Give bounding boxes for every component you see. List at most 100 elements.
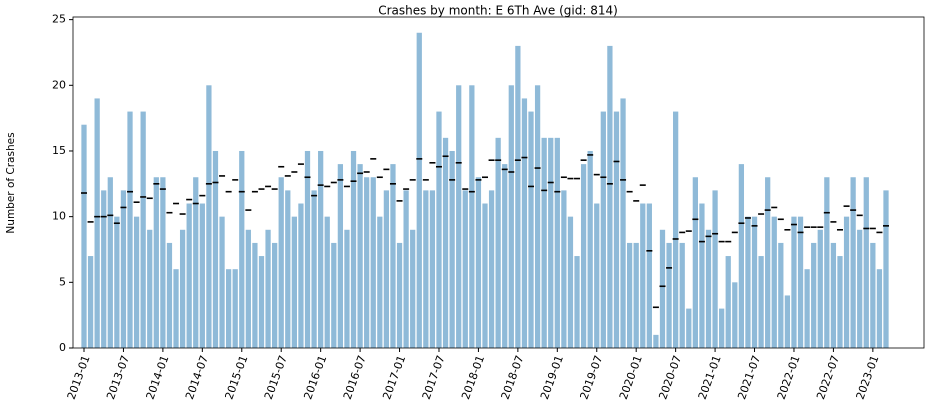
- bar: [765, 177, 771, 348]
- bar: [587, 150, 593, 348]
- bar: [396, 242, 403, 348]
- bar: [364, 177, 370, 348]
- bar: [719, 308, 725, 348]
- bar: [699, 203, 705, 348]
- bar: [791, 216, 797, 348]
- bar: [580, 164, 587, 348]
- chart-title: Crashes by month: E 6Th Ave (gid: 814): [378, 4, 618, 18]
- bar: [745, 216, 751, 348]
- bar: [830, 242, 837, 348]
- bar: [640, 203, 646, 348]
- bar: [488, 190, 495, 348]
- bar: [462, 190, 468, 348]
- bar: [548, 137, 554, 348]
- bar: [357, 164, 363, 348]
- bar: [94, 98, 100, 348]
- bar: [173, 269, 179, 348]
- bar: [239, 150, 245, 348]
- bar: [607, 45, 613, 349]
- y-tick-label: 25: [52, 13, 66, 26]
- bar: [613, 111, 620, 348]
- bar: [843, 216, 850, 348]
- bar: [337, 164, 344, 348]
- bar: [114, 216, 120, 348]
- bar: [469, 85, 475, 349]
- bar: [521, 98, 528, 348]
- bar: [626, 242, 633, 348]
- bar: [140, 111, 146, 348]
- y-axis-label: Number of Crashes: [5, 132, 17, 233]
- bar: [633, 242, 639, 348]
- bar: [758, 256, 764, 348]
- bar: [81, 124, 87, 348]
- bar: [324, 216, 330, 348]
- bar: [442, 137, 449, 348]
- bar: [219, 216, 225, 348]
- bar: [705, 229, 712, 348]
- bar: [837, 256, 843, 348]
- bar: [232, 269, 238, 348]
- y-tick-label: 20: [52, 78, 66, 91]
- bar: [771, 216, 777, 348]
- bar: [166, 242, 173, 348]
- bar: [127, 111, 133, 348]
- bar: [863, 177, 869, 348]
- bar: [738, 164, 745, 348]
- bar: [436, 111, 442, 348]
- bar: [515, 45, 521, 349]
- bar: [298, 203, 304, 348]
- bar: [482, 203, 488, 348]
- bar: [377, 216, 383, 348]
- bar: [403, 190, 409, 348]
- bar: [147, 229, 153, 348]
- y-tick-label: 10: [52, 210, 66, 223]
- bar: [475, 177, 482, 348]
- bar: [449, 150, 455, 348]
- bar: [344, 229, 350, 348]
- bar: [554, 137, 560, 348]
- bar: [534, 85, 541, 349]
- bar: [225, 269, 232, 348]
- bar: [495, 137, 501, 348]
- bar: [804, 269, 810, 348]
- bar: [620, 98, 626, 348]
- bar: [541, 137, 547, 348]
- bar: [784, 295, 791, 348]
- bar: [811, 242, 817, 348]
- bar: [278, 177, 284, 348]
- bar: [193, 177, 199, 348]
- bar: [252, 242, 258, 348]
- bar: [206, 85, 212, 349]
- bar: [778, 242, 784, 348]
- bar: [594, 203, 600, 348]
- bar: [508, 85, 514, 349]
- y-tick-label: 15: [52, 144, 66, 157]
- bar: [423, 190, 429, 348]
- bar: [732, 282, 738, 348]
- bar: [659, 229, 666, 348]
- bar: [857, 229, 863, 348]
- bar: [133, 216, 140, 348]
- bar: [245, 229, 251, 348]
- bar: [331, 242, 337, 348]
- bar: [285, 190, 291, 348]
- bar: [456, 85, 462, 349]
- bar: [574, 256, 580, 348]
- bar: [653, 334, 659, 348]
- bar: [686, 308, 692, 348]
- y-tick-label: 0: [59, 341, 66, 354]
- bar: [304, 150, 311, 348]
- bar: [120, 190, 127, 348]
- bar: [797, 216, 804, 348]
- bar: [179, 229, 186, 348]
- bar: [265, 229, 271, 348]
- bar: [751, 216, 758, 348]
- bar: [666, 242, 672, 348]
- bar: [186, 203, 192, 348]
- bar: [416, 32, 422, 349]
- bar: [350, 150, 357, 348]
- plot-frame: [72, 16, 925, 349]
- bar: [410, 229, 416, 348]
- bar: [679, 242, 685, 348]
